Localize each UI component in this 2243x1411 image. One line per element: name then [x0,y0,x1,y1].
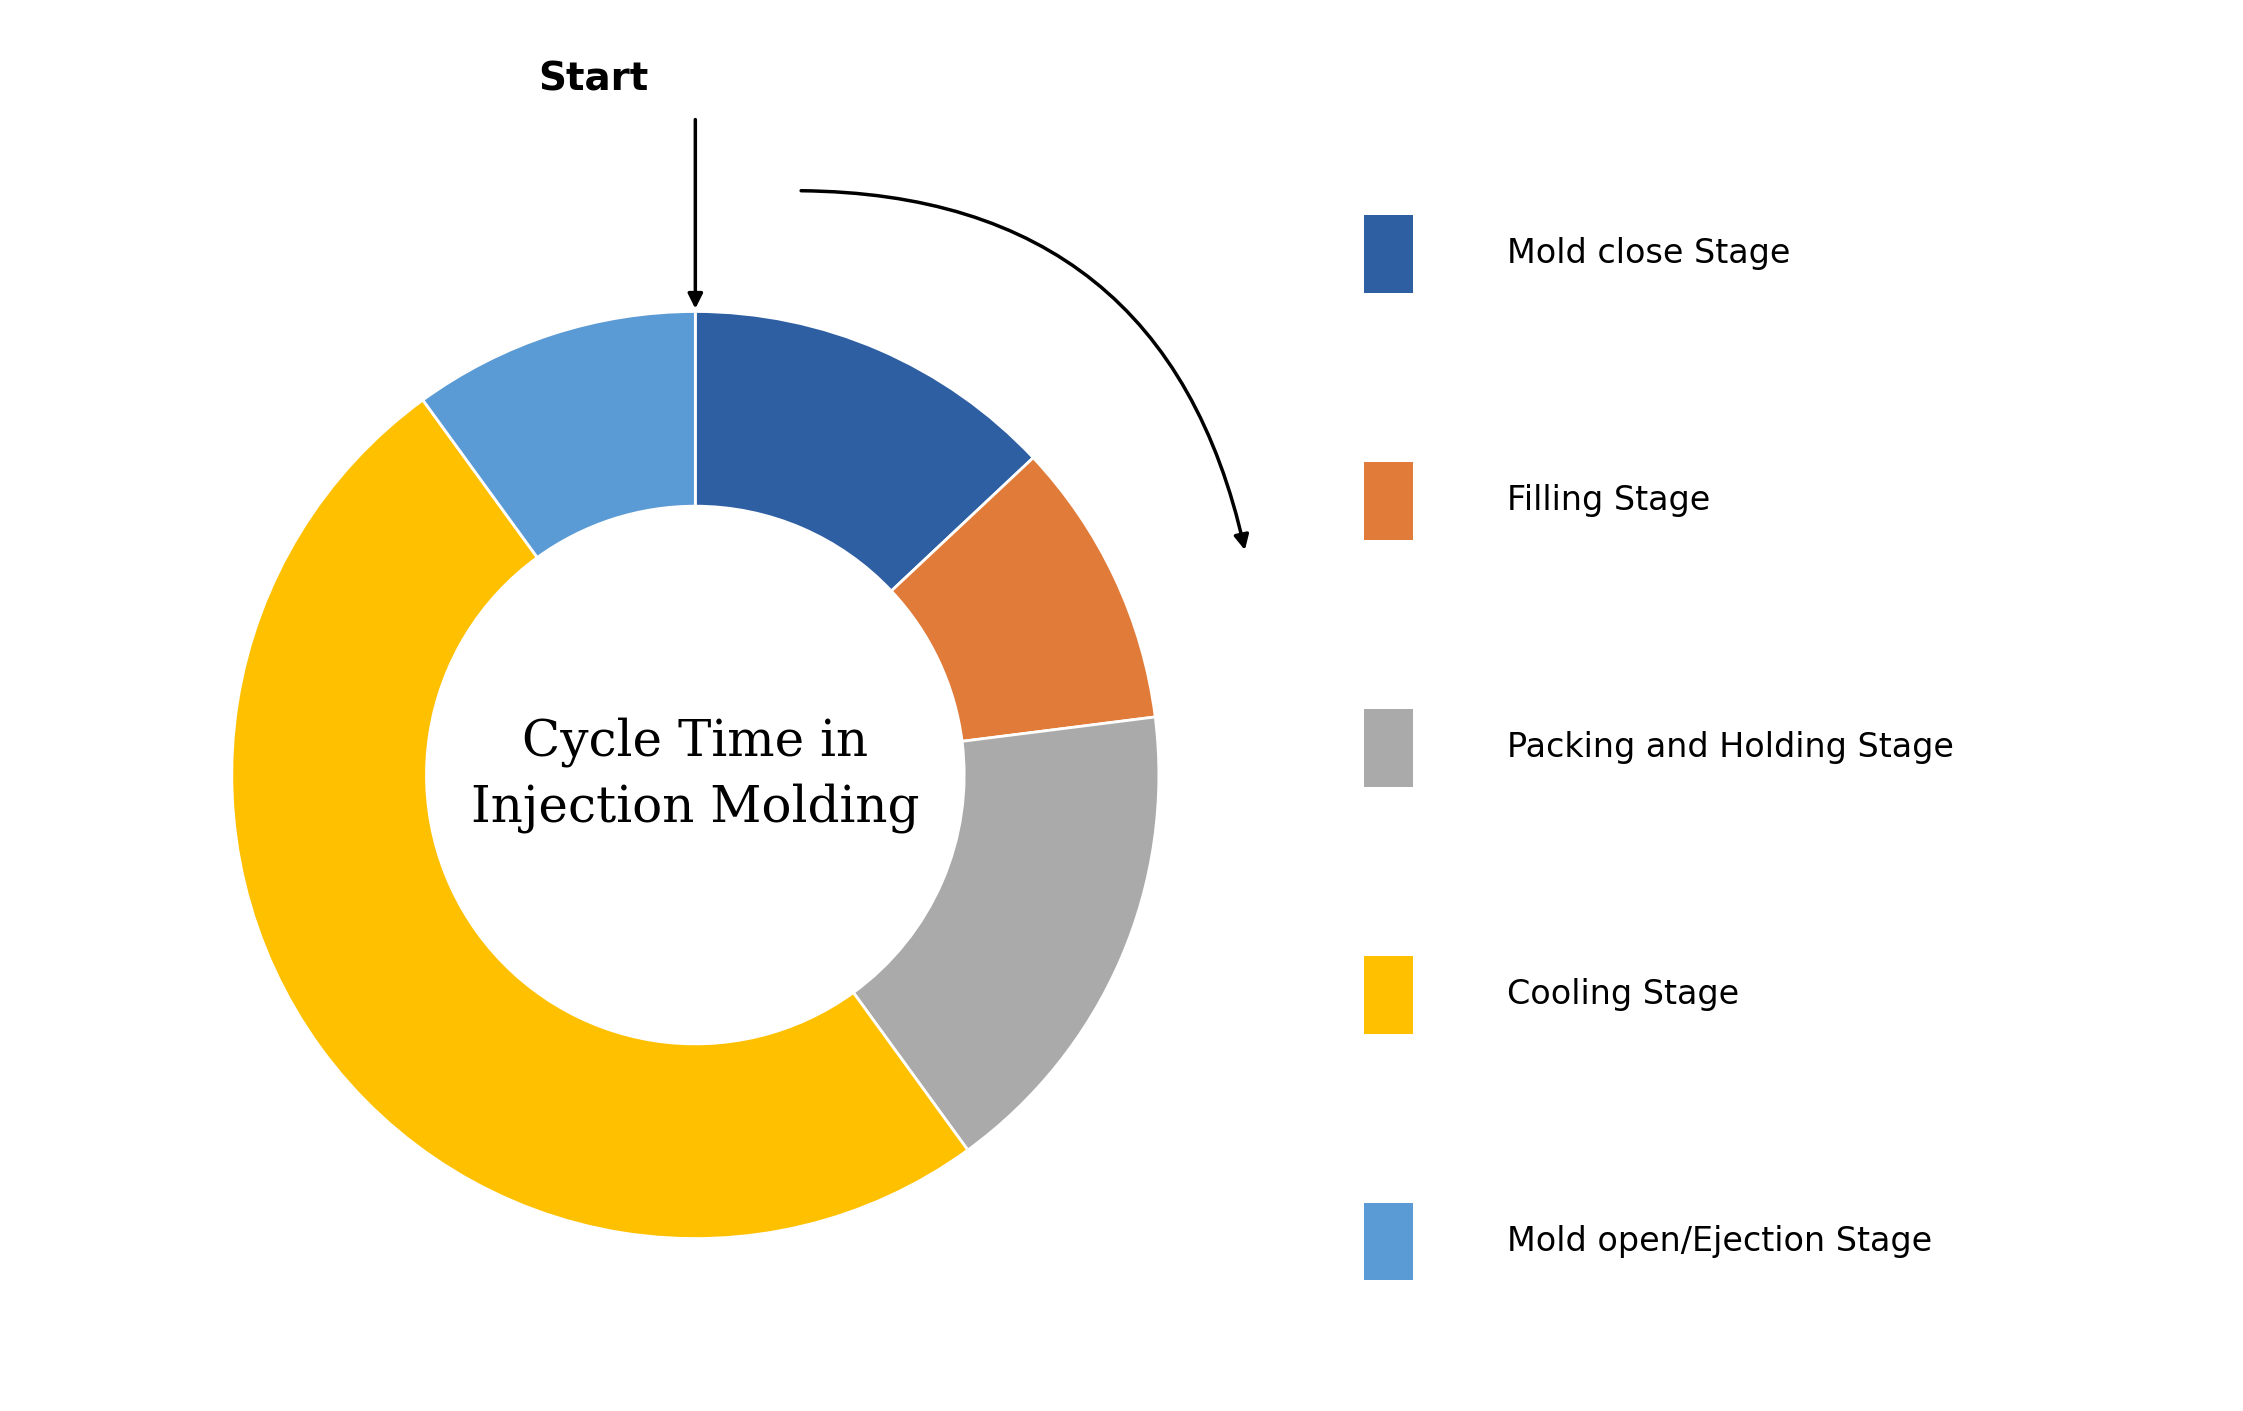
Wedge shape [231,399,967,1239]
Bar [1364,957,1413,1033]
Bar [1364,708,1413,787]
FancyArrowPatch shape [801,190,1247,546]
Wedge shape [424,312,695,557]
Bar [1364,214,1413,293]
Text: Cycle Time in
Injection Molding: Cycle Time in Injection Molding [471,717,920,832]
Wedge shape [852,717,1160,1150]
Text: Filling Stage: Filling Stage [1507,484,1711,518]
Bar [1364,1202,1413,1281]
Text: Mold close Stage: Mold close Stage [1507,237,1790,271]
Bar [1364,461,1413,539]
Text: Start: Start [538,61,648,99]
Wedge shape [695,312,1034,591]
Text: Mold open/Ejection Stage: Mold open/Ejection Stage [1507,1225,1933,1259]
Text: Packing and Holding Stage: Packing and Holding Stage [1507,731,1954,765]
Wedge shape [890,457,1155,741]
Text: Cooling Stage: Cooling Stage [1507,978,1738,1012]
